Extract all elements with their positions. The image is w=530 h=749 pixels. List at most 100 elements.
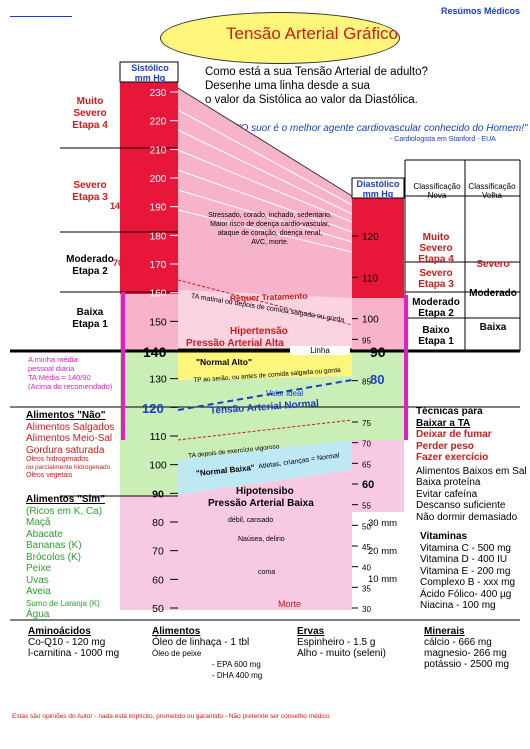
top-rule	[10, 16, 72, 17]
right-severe: Severo Etapa 3	[418, 268, 454, 290]
diastolic-90: 90	[370, 344, 386, 360]
zone-normal-low	[178, 440, 352, 495]
zone-high	[178, 290, 352, 348]
diastolic-tick-label: 100	[362, 315, 379, 326]
vitamins: Vitaminas Vitamina C - 500 mg Vitamina D…	[420, 531, 516, 611]
note-average: A minha média pessoal diária TA Média = 14…	[28, 355, 113, 391]
systolic-tick-label: 130	[149, 374, 167, 386]
foods-yes: Alimentos "Sim" (Ricos em K, Ca) Maçã Ab…	[26, 494, 105, 620]
band-hipo1: Hipotensibo	[236, 486, 294, 497]
stage-low: Baixa Etapa 1	[72, 307, 108, 330]
diastolic-tick-label: 75	[362, 419, 371, 428]
diastolic-column-pink	[352, 298, 404, 350]
intro-line: o valor da Sistólica ao valor da Diastól…	[205, 94, 418, 106]
systolic-tick-label: 70	[152, 546, 164, 558]
amino-acids: Aminoácidos Co-Q10 - 120 mg l-carnitina …	[28, 626, 120, 659]
annotation-14: 14	[110, 201, 121, 211]
title-oval	[160, 12, 400, 64]
diastolic-tick-label: 45	[362, 543, 371, 552]
class-new-header: Classificação Nova	[413, 182, 461, 200]
systolic-column-red	[120, 82, 178, 294]
band-hipo2: Pressão Arterial Baixa	[208, 498, 314, 509]
zone-normal-high	[178, 350, 352, 380]
diastolic-tick-label: 70	[362, 440, 371, 449]
stage-severe: Severo Etapa 3	[72, 180, 108, 203]
techniques: Técnicas para Baixar a TA Deixar de fuma…	[416, 406, 527, 523]
systolic-tick-label: 90	[152, 488, 164, 500]
mm-10: 10 mm	[368, 574, 398, 585]
band-hiper2: Pressão Arterial Alta	[186, 338, 284, 349]
diastolic-column-red	[352, 196, 404, 298]
systolic-tick-label: 180	[150, 231, 167, 242]
quote: "O suor é o melhor agente cardiovascular…	[237, 123, 528, 134]
diastolic-tick-label: 85	[362, 378, 371, 387]
foods-supplements: Alimentos Óleo de linhaça - 1 tbl Óleo d…	[152, 626, 263, 680]
diastolic-tick-label: 50	[362, 522, 371, 531]
diastolic-tick-label: 65	[362, 460, 371, 469]
marker-bar	[121, 292, 125, 440]
systolic-column-pink	[120, 294, 178, 350]
brand: Resúmos Médicos	[440, 6, 520, 16]
marker-bar	[404, 295, 408, 440]
systolic-tick-label: 170	[150, 260, 167, 271]
right-moderate: Moderado Etapa 2	[412, 297, 460, 319]
systolic-tick-label: 220	[150, 117, 167, 128]
diastolic-tick-label: 30	[362, 605, 371, 614]
intro-line: Como está a sua Tensão Arterial de adult…	[205, 66, 428, 78]
diastolic-header	[351, 177, 405, 199]
band-stress-text: Stressado, corado, inchado, sedentario, …	[208, 212, 332, 246]
band-ideal: Valor ideal	[266, 389, 304, 398]
right-low: Baixo Etapa 1	[418, 325, 454, 347]
mm-30: 30 mm	[368, 518, 398, 529]
systolic-tick-label: 210	[150, 145, 167, 156]
old-moderate: Moderado	[469, 288, 517, 299]
old-low: Baixa	[479, 322, 507, 333]
systolic-header	[119, 61, 179, 83]
line-label: Linha	[290, 346, 350, 355]
band-coma: coma	[258, 569, 276, 576]
systolic-tick-label: 200	[150, 174, 167, 185]
diastolic-tick-label: 55	[362, 502, 371, 511]
systolic-tick-label: 60	[152, 574, 164, 586]
diastolic-column-green	[352, 350, 404, 440]
diastolic-tick-label: 60	[362, 479, 374, 491]
systolic-tick-label: 190	[150, 203, 167, 214]
diastolic-80: 80	[370, 372, 385, 387]
page-title: Tensão Arterial Gráfico	[226, 24, 398, 43]
systolic-tick-label: 230	[150, 88, 167, 99]
systolic-tick-label: 100	[149, 460, 167, 472]
class-old-header: Classificação Velha	[468, 182, 516, 200]
systolic-tick-label: 110	[150, 431, 167, 443]
systolic-120: 120	[142, 401, 164, 416]
band-nausea: Naúsea, delirio	[238, 536, 285, 543]
band-weak: débil, cansado	[228, 517, 274, 524]
diastolic-column-low	[352, 440, 404, 512]
systolic-tick-label: 160	[150, 289, 167, 300]
systolic-axis-label: Sistólico mm Hg	[131, 63, 169, 83]
band-death: Morte	[278, 599, 302, 609]
band-normal-high: "Normal Alto"	[196, 357, 252, 367]
stage-moderate: Moderado Etapa 2	[66, 254, 114, 277]
diastolic-tick-label: 110	[362, 273, 378, 284]
old-severe: Severo	[476, 259, 510, 270]
diastolic-tick-label: 95	[362, 336, 371, 345]
systolic-tick-label: 80	[152, 517, 164, 529]
zone-low	[178, 470, 352, 610]
right-very-severe: Muito Severo Etapa 4	[418, 232, 454, 265]
band-hiper1: Hipertensão	[230, 326, 288, 337]
diastolic-axis-label: Diastólico mm Hg	[356, 179, 400, 199]
systolic-tick-label: 50	[152, 603, 164, 615]
quote-source: - Cardiologista em Stanford - EUA	[390, 136, 496, 143]
annotation-70: 70	[113, 258, 124, 268]
stage-very-severe: Muito Severo Etapa 4	[72, 96, 108, 131]
systolic-140: 140	[143, 344, 167, 360]
zone-severe	[178, 88, 352, 348]
diastolic-tick-label: 35	[362, 584, 371, 593]
intro-line: Desenhe uma linha desde a sua	[205, 80, 370, 92]
disclaimer: Estas são opiniões do Autor - nada está …	[12, 713, 330, 720]
mm-20: 20 mm	[368, 546, 398, 557]
systolic-column-low	[120, 496, 178, 610]
systolic-column-green	[120, 350, 178, 496]
diastolic-tick-label: 40	[362, 564, 371, 573]
